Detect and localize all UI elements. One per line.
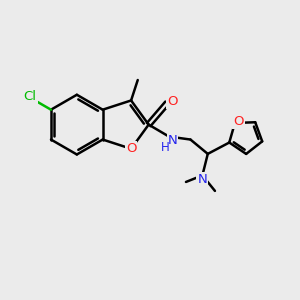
Text: O: O <box>126 142 136 155</box>
Text: O: O <box>167 95 178 108</box>
Text: N: N <box>168 134 177 147</box>
Text: O: O <box>233 115 244 128</box>
Text: N: N <box>197 173 207 186</box>
Text: H: H <box>161 140 170 154</box>
Text: Cl: Cl <box>24 91 37 103</box>
